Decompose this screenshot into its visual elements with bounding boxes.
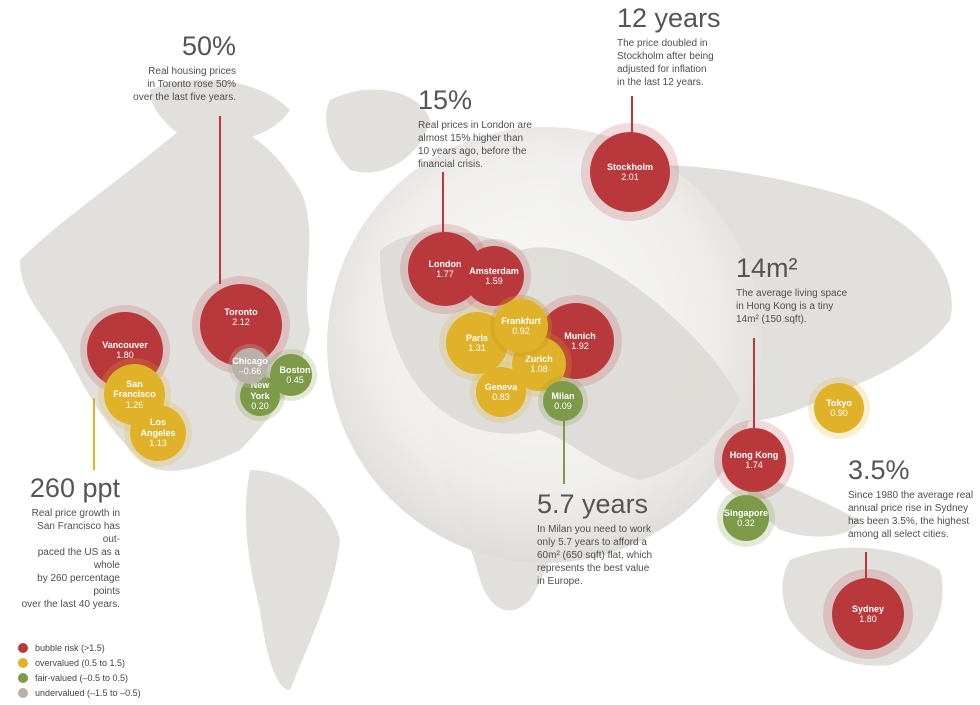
city-value: 1.80 [859,614,877,624]
city-name: Boston [279,364,311,375]
callout-figure: 50% [181,31,236,61]
city-value: –0.66 [238,366,262,376]
city-value: 1.74 [745,460,763,470]
city-value: 0.32 [737,518,755,528]
city-name: Toronto [224,306,258,317]
callout-hongkong: 14m² The average living space in Hong Ko… [736,253,876,326]
city-name: Chicago [232,355,268,366]
city-name: Hong Kong [729,449,779,460]
bubble-geneva: Geneva 0.83 [476,367,526,417]
toronto-leader-line [219,116,221,284]
callout-sydney: 3.5% Since 1980 the average real annual … [848,455,980,541]
callout-figure: 260 ppt [29,473,120,503]
sanfrancisco-leader-line [93,398,95,470]
legend-item-fair-valued: fair-valued (–0.5 to 0.5) [18,670,141,685]
legend-dot-icon [18,687,28,698]
callout-sanfrancisco: 260 ppt Real price growth in San Francis… [20,473,120,611]
legend-dot-icon [18,657,28,668]
callout-london: 15% Real prices in London are almost 15%… [418,85,558,171]
legend-label: undervalued (–1.5 to –0.5) [35,687,141,698]
bubble-chicago: Chicago –0.66 [232,348,268,384]
callout-figure: 5.7 years [537,489,649,519]
city-value: 0.90 [830,408,848,418]
callout-text: Real prices in London are almost 15% hig… [418,119,532,170]
legend-label: bubble risk (>1.5) [35,642,105,653]
city-value: 1.13 [149,438,167,449]
city-name: Singapore [723,507,768,518]
city-name: Los Angeles [140,417,176,438]
city-name: Tokyo [826,397,852,408]
bubble-hong-kong: Hong Kong 1.74 [722,428,786,492]
legend: bubble risk (>1.5) overvalued (0.5 to 1.… [18,640,141,700]
callout-text: Since 1980 the average real annual price… [848,489,974,540]
legend-label: overvalued (0.5 to 1.5) [35,657,126,668]
city-value: 2.01 [621,172,639,182]
callout-figure: 15% [418,85,473,115]
bubble-los-angeles: Los Angeles 1.13 [130,405,186,461]
city-name: Zurich [525,353,553,364]
city-value: 1.77 [436,269,454,279]
callout-text: In Milan you need to work only 5.7 years… [537,523,653,587]
legend-label: fair-valued (–0.5 to 0.5) [35,672,129,683]
city-value: 0.83 [492,392,510,402]
callout-toronto: 50% Real housing prices in Toronto rose … [130,31,236,104]
bubble-amsterdam: Amsterdam 1.59 [464,246,524,306]
city-name: San Francisco [113,378,156,400]
city-name: Geneva [484,381,518,392]
city-value: 0.92 [512,326,530,336]
city-name: Milan [551,390,575,401]
london-leader-line [442,172,444,232]
callout-stockholm: 12 years The price doubled in Stockholm … [617,3,757,89]
city-name: Sydney [851,603,884,614]
city-name: Stockholm [606,161,653,172]
city-value: 1.31 [468,343,486,353]
city-name: Paris [465,332,489,343]
legend-item-bubble-risk: bubble risk (>1.5) [18,640,141,655]
legend-item-overvalued: overvalued (0.5 to 1.5) [18,655,141,670]
milan-leader-line [563,420,565,484]
callout-text: The price doubled in Stockholm after bei… [617,37,714,88]
city-name: New York [250,380,270,401]
bubble-milan: Milan 0.09 [543,381,583,421]
city-value: 1.59 [485,276,503,286]
callout-milan: 5.7 years In Milan you need to work only… [537,489,677,588]
city-name: Amsterdam [469,265,519,276]
bubble-frankfurt: Frankfurt 0.92 [494,299,548,353]
city-value: 1.92 [571,341,589,351]
bubble-singapore: Singapore 0.32 [723,495,769,541]
city-value: 0.20 [251,401,269,412]
city-value: 1.80 [116,350,134,360]
bubble-stockholm: Stockholm 2.01 [590,132,670,212]
city-value: 1.26 [125,399,144,410]
bubble-sydney: Sydney 1.80 [832,578,904,650]
callout-text: Real price growth in San Francisco has o… [21,507,120,610]
city-value: 2.12 [232,317,250,327]
hongkong-leader-line [753,338,755,428]
callout-figure: 14m² [736,253,798,283]
city-value: 0.09 [554,401,572,411]
legend-dot-icon [18,642,28,653]
callout-figure: 12 years [617,3,721,33]
city-name: London [428,258,462,269]
city-name: Munich [564,330,596,341]
stockholm-leader-line [631,96,633,132]
city-value: 0.45 [286,375,304,385]
callout-figure: 3.5% [848,455,910,485]
city-name: Vancouver [102,339,148,350]
city-name: Frankfurt [501,315,541,326]
callout-text: Real housing prices in Toronto rose 50% … [133,65,236,103]
callout-text: The average living space in Hong Kong is… [736,287,848,325]
city-value: 1.08 [530,364,548,374]
sydney-leader-line [865,552,867,578]
legend-item-undervalued: undervalued (–1.5 to –0.5) [18,685,141,700]
bubble-tokyo: Tokyo 0.90 [814,383,864,433]
legend-dot-icon [18,672,28,683]
